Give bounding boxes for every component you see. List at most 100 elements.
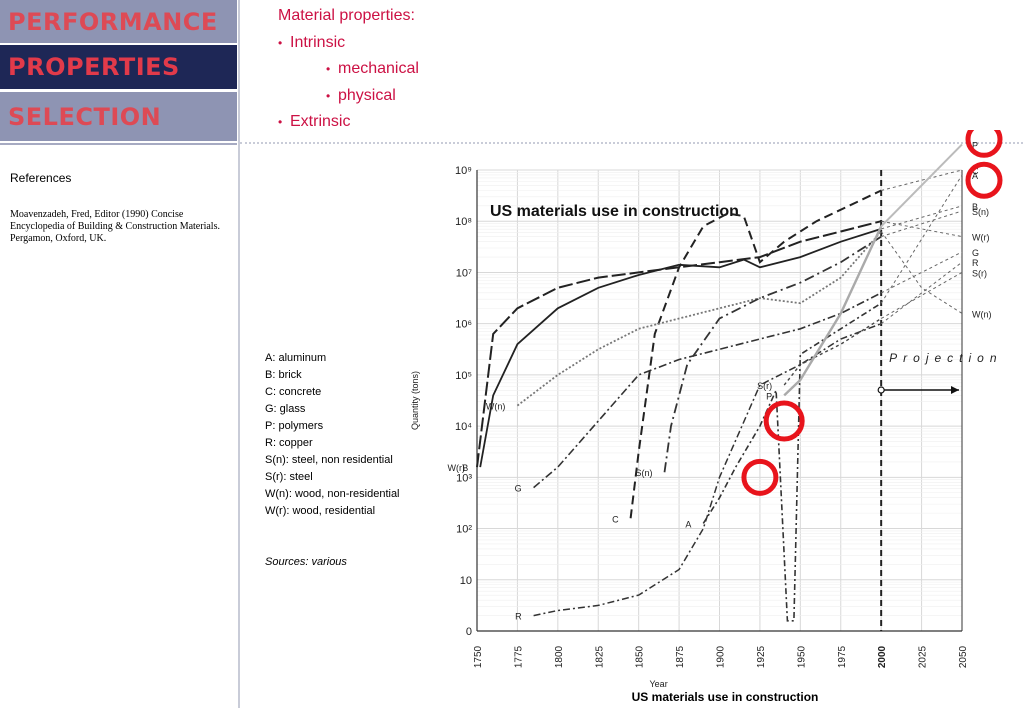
projection-label: Projection (889, 351, 1002, 365)
x-tick-label: 1775 (513, 645, 524, 668)
x-tick-label: 2050 (958, 645, 969, 668)
highlight-circle (741, 458, 779, 496)
x-tick-label: 1900 (716, 645, 727, 668)
series-end-label: B (972, 202, 978, 212)
nav-performance-label: PERFORMANCE (8, 7, 218, 36)
x-tick-label: 1875 (675, 645, 686, 668)
series-end-label: S(n) (972, 207, 989, 217)
outline-item-intrinsic: • Intrinsic (278, 34, 345, 52)
projection-arrowhead (951, 386, 959, 394)
legend-item: S(r): steel (265, 471, 313, 483)
x-tick-label: 2000 (877, 645, 888, 668)
projection-marker (877, 386, 885, 394)
series-projection-line (880, 261, 963, 325)
legend-item: C: concrete (265, 386, 322, 398)
series-end-label: G (972, 248, 979, 258)
series-label: W(n) (486, 402, 506, 412)
x-tick-label: 1975 (837, 645, 848, 668)
sidebar-divider (238, 0, 240, 708)
series-projection-line (880, 143, 963, 228)
series-end-label: C (972, 166, 979, 176)
series-label: C (612, 514, 619, 524)
sources-note: Sources: various (265, 556, 347, 568)
series-line (702, 302, 882, 622)
series-end-label: S(r) (972, 268, 987, 278)
y-tick-label: 10³ (456, 472, 472, 484)
legend-item: S(n): steel, non residential (265, 454, 393, 466)
material-legend: A: aluminum B: brick C: concrete G: glas… (265, 350, 400, 520)
series-line (476, 220, 882, 468)
series-label: A (685, 519, 691, 529)
outline-item-physical: • physical (326, 87, 396, 105)
figure-caption: US materials use in construction (631, 690, 819, 704)
series-line (783, 317, 882, 386)
series-label: S(r) (757, 381, 772, 391)
series-end-label: W(r) (972, 233, 990, 243)
y-tick-label: 10⁴ (455, 421, 472, 433)
chart-title: US materials use in construction (490, 203, 739, 220)
x-tick-label: 1950 (796, 645, 807, 668)
y-tick-label: 10⁶ (455, 319, 472, 331)
series-label: R (515, 612, 522, 622)
series-projection-line (880, 174, 963, 304)
series-projection-line (881, 205, 963, 230)
series-label: W(r) (448, 463, 466, 473)
legend-item: A: aluminum (265, 352, 327, 364)
series-line (516, 230, 882, 407)
y-tick-label: 10⁵ (455, 370, 472, 382)
x-tick-label: 1825 (594, 645, 605, 668)
series-line (663, 235, 882, 473)
legend-item: P: polymers (265, 420, 324, 432)
y-tick-label: 10⁸ (455, 216, 472, 228)
outline-item-mechanical: • mechanical (326, 60, 419, 78)
nav-selection[interactable]: SELECTION (0, 92, 237, 141)
x-tick-label: 1750 (473, 645, 484, 668)
outline-heading: Material properties: (278, 7, 415, 24)
highlight-circle (965, 130, 1003, 158)
nav-selection-label: SELECTION (8, 102, 162, 131)
outline-intrinsic-label: Intrinsic (290, 34, 346, 51)
outline-extrinsic-label: Extrinsic (290, 113, 351, 130)
series-line (479, 228, 882, 468)
nav-divider (0, 143, 237, 145)
nav-properties-label: PROPERTIES (8, 53, 180, 81)
series-projection-line (881, 220, 963, 238)
legend-item: R: copper (265, 437, 313, 449)
legend-item: B: brick (265, 369, 302, 381)
series-line (783, 225, 883, 397)
bullet-icon: • (326, 89, 331, 103)
highlight-circle (763, 400, 805, 442)
series-label: B (462, 463, 468, 473)
highlight-circle (965, 161, 1003, 199)
y-tick-label: 10⁷ (456, 267, 472, 279)
series-line (533, 322, 882, 617)
bullet-icon: • (326, 62, 331, 76)
header-divider (240, 142, 1023, 144)
materials-chart: 1750 1775 1800 1825 1850 1875 1900 1925 1950 1975… (410, 130, 1003, 689)
x-axis-label: Year (650, 679, 668, 689)
series-projection-line (881, 210, 963, 238)
series-end-label: P (972, 140, 978, 150)
x-tick-label: 1925 (756, 645, 767, 668)
references-body: Moavenzadeh, Fred, Editor (1990) Concise… (10, 209, 220, 244)
series-label: S(n) (636, 468, 653, 478)
legend-item: W(r): wood, residential (265, 505, 376, 517)
outline-mechanical-label: mechanical (338, 60, 419, 77)
x-tick-label: 2025 (918, 645, 929, 668)
legend-item: W(n): wood, non-residential (265, 488, 400, 500)
outline-item-extrinsic: • Extrinsic (278, 113, 350, 131)
series-projection-line (881, 169, 963, 191)
nav-performance[interactable]: PERFORMANCE (0, 0, 237, 43)
series-end-label: W(n) (972, 309, 992, 319)
bullet-icon: • (278, 115, 283, 129)
series-line (629, 189, 882, 519)
series-end-label: R (972, 258, 979, 268)
legend-item: G: glass (265, 403, 306, 415)
y-tick-label: 0 (466, 626, 472, 638)
y-axis-label: Quantity (tons) (410, 371, 420, 430)
outline-physical-label: physical (338, 87, 396, 104)
x-tick-label: 1850 (635, 645, 646, 668)
series-label: P (766, 391, 772, 401)
nav-properties[interactable]: PROPERTIES (0, 45, 237, 89)
bullet-icon: • (278, 36, 283, 50)
